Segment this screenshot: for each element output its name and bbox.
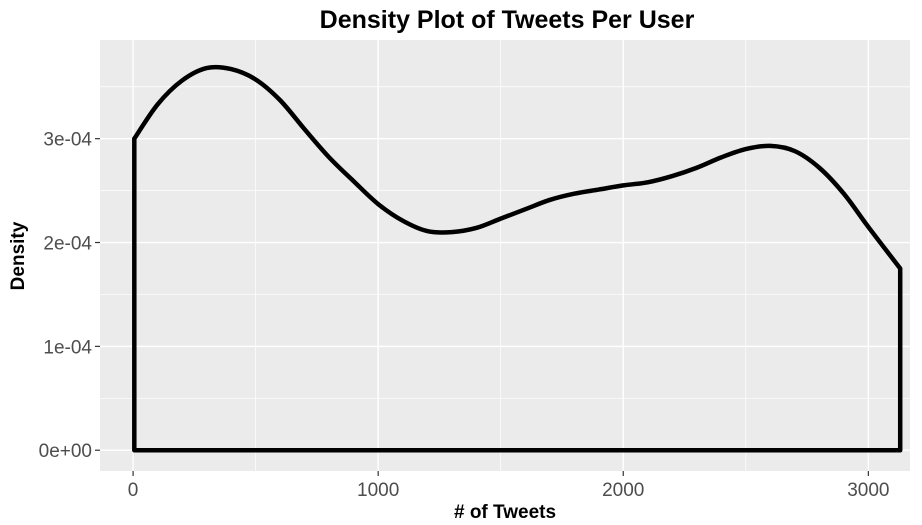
y-tick-label: 2e-04	[43, 234, 92, 255]
x-tick-label: 1000	[357, 480, 399, 501]
x-axis: 0 1000 2000 3000	[128, 471, 889, 501]
y-axis-label: Density	[8, 221, 29, 290]
x-axis-label: # of Tweets	[454, 502, 556, 523]
plot-panel	[100, 40, 910, 471]
y-tick-label: 3e-04	[43, 130, 92, 151]
x-tick-label: 3000	[847, 480, 889, 501]
x-tick-label: 0	[128, 480, 139, 501]
x-tick-label: 2000	[602, 480, 644, 501]
y-axis: 0e+00 1e-04 2e-04 3e-04	[39, 130, 100, 462]
chart-title: Density Plot of Tweets Per User	[320, 6, 695, 34]
y-tick-label: 1e-04	[43, 337, 92, 358]
minor-gridlines	[100, 40, 910, 471]
density-curve	[132, 64, 903, 453]
y-tick-label: 0e+00	[39, 441, 92, 462]
